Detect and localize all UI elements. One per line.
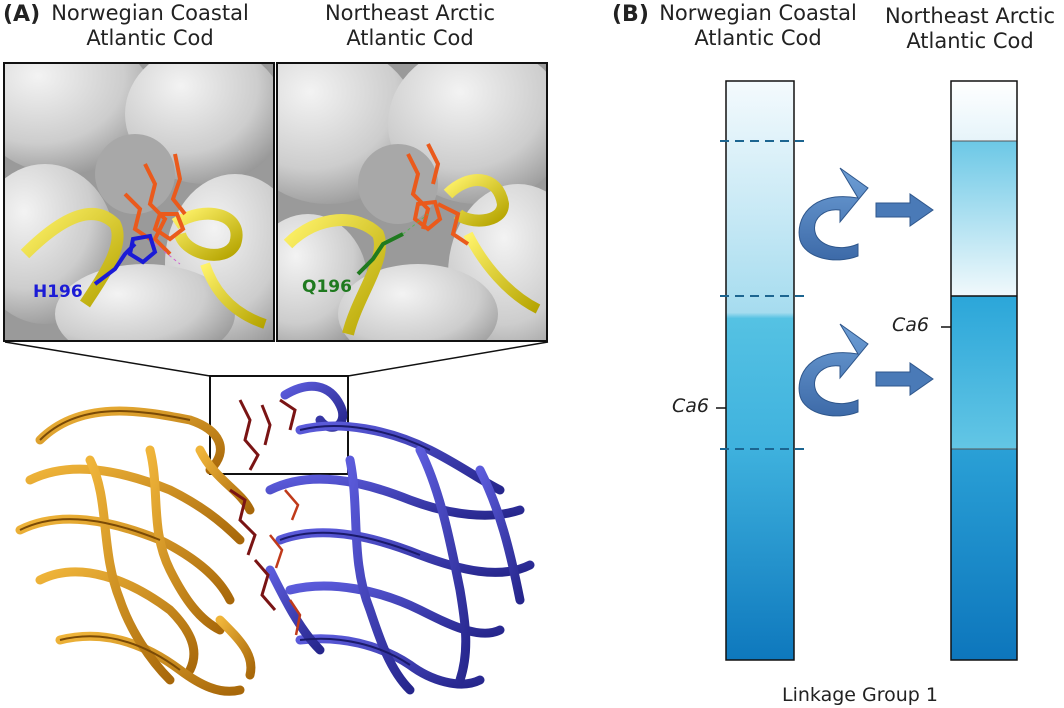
arctic-segment-1 [951, 81, 1017, 141]
marker-label-ca6-arctic: Ca6 [892, 314, 929, 336]
panel-b-label: (B) [612, 2, 649, 27]
title-line-1: Northeast Arctic [324, 1, 496, 25]
panel-a-title-norwegian-coastal: Norwegian Coastal Atlantic Cod [40, 1, 260, 50]
helix-ribbon [283, 214, 386, 336]
protein-dimer-graphic [4, 341, 549, 696]
interface-ligands-highlight [269, 489, 302, 636]
marker-label-ca6-coastal: Ca6 [672, 395, 709, 417]
gold-monomer-outline [19, 410, 191, 671]
panel-b-title-norwegian-coastal: Norwegian Coastal Atlantic Cod [648, 1, 868, 50]
binding-site-coastal-graphic [5, 64, 273, 340]
chromosome-bar-arctic [950, 80, 1018, 661]
hbond-line [154, 243, 181, 265]
ligand-sticks [406, 143, 470, 246]
inversion-boundaries [720, 140, 810, 450]
zoom-line-right [347, 341, 549, 377]
linkage-group-caption: Linkage Group 1 [782, 684, 938, 706]
helix-ribbon [171, 207, 243, 261]
binding-site-arctic-graphic [278, 64, 546, 340]
title-line-2: Atlantic Cod [86, 25, 214, 50]
interface-ligands [229, 398, 297, 611]
title-line-2: Atlantic Cod [346, 25, 474, 50]
straight-arrow-lower [875, 362, 934, 396]
panel-a-label: (A) [3, 2, 41, 27]
arctic-segment-2 [951, 141, 1017, 296]
helix-ribbon [443, 174, 510, 227]
linkage-group-graphic [716, 80, 1018, 661]
title-line-1: Northeast Arctic [884, 4, 1056, 28]
protein-dimer-structure [0, 340, 580, 708]
blue-monomer [265, 381, 535, 695]
title-line-2: Atlantic Cod [694, 25, 822, 50]
binding-site-inset-coastal: H196 [3, 62, 275, 342]
surface-lobe [338, 264, 498, 340]
blue-monomer-outline [279, 425, 431, 666]
surface-lobe [95, 134, 175, 214]
title-line-2: Atlantic Cod [906, 28, 1034, 53]
glutamine-sticks [356, 232, 404, 276]
straight-arrow-upper [875, 193, 934, 227]
gold-monomer [15, 406, 256, 696]
panel-b-title-northeast-arctic: Northeast Arctic Atlantic Cod [878, 4, 1062, 53]
hbond-line [402, 213, 429, 235]
arctic-segment-3 [951, 296, 1017, 449]
histidine-sticks [93, 233, 158, 286]
zoom-line-left [4, 341, 211, 377]
panel-a-title-northeast-arctic: Northeast Arctic Atlantic Cod [300, 1, 520, 50]
helix-ribbon [200, 262, 267, 329]
residue-label-h196: H196 [33, 282, 83, 302]
title-line-1: Norwegian Coastal [51, 1, 249, 25]
inversion-arrow-upper [798, 167, 869, 261]
ligand-sticks [123, 153, 187, 256]
linkage-group-diagram [600, 60, 1064, 680]
residue-label-q196: Q196 [302, 277, 352, 297]
helix-ribbon [463, 231, 541, 314]
arctic-segment-4 [951, 449, 1017, 660]
binding-site-inset-arctic: Q196 [276, 62, 548, 342]
chromosome-bar-coastal [725, 80, 795, 661]
inversion-arrow-lower [798, 323, 869, 417]
title-line-1: Norwegian Coastal [659, 1, 857, 25]
